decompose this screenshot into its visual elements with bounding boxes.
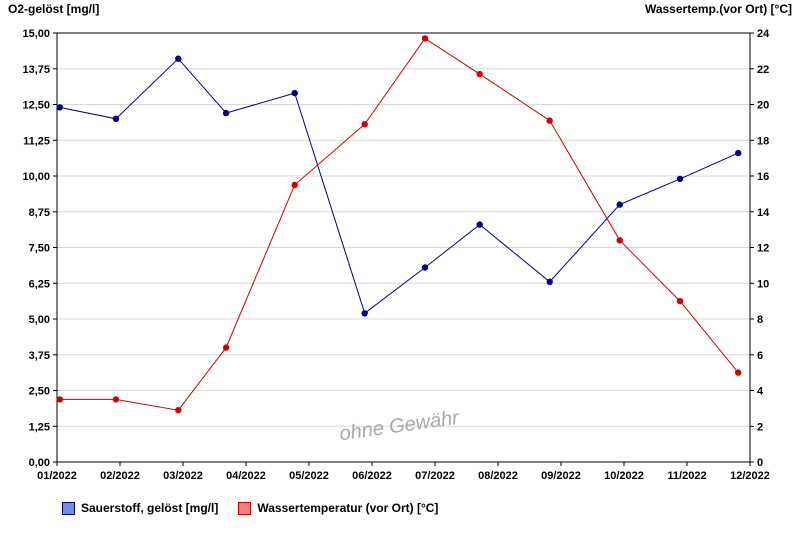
right-axis-tick-label: 22 (757, 64, 769, 76)
legend-label: Sauerstoff, gelöst [mg/l] (81, 501, 219, 515)
data-point (616, 201, 623, 208)
left-axis-tick-label: 12,50 (22, 100, 50, 112)
data-point (476, 70, 483, 78)
x-axis-tick-label: 01/2022 (37, 470, 77, 482)
left-axis-tick-label: 3,75 (29, 350, 50, 362)
data-point (222, 109, 230, 117)
data-point (476, 221, 483, 228)
left-axis-tick-label: 7,50 (29, 243, 50, 255)
data-point (546, 117, 553, 124)
right-axis-tick-label: 10 (757, 278, 769, 290)
x-axis-tick-label: 11/2022 (667, 470, 706, 482)
data-point (676, 297, 684, 305)
right-axis-title: Wassertemp.(vor Ort) [°C] (644, 2, 792, 16)
series-line (59, 37, 739, 411)
x-axis-tick-label: 10/2022 (604, 470, 644, 482)
left-axis-tick-label: 13,75 (22, 64, 50, 76)
data-point (56, 396, 63, 403)
data-point (222, 344, 230, 351)
data-point (175, 407, 182, 414)
right-axis-tick-label: 0 (757, 457, 763, 469)
legend-swatch (238, 501, 252, 515)
left-axis-tick-label: 15,00 (22, 28, 50, 40)
right-axis-tick-label: 4 (757, 386, 764, 398)
right-axis-tick-label: 16 (757, 171, 769, 183)
data-point (291, 89, 298, 97)
data-point (175, 55, 182, 62)
data-point (361, 310, 368, 317)
left-axis-tick-label: 5,00 (29, 314, 50, 326)
left-axis-tick-label: 2,50 (29, 386, 50, 398)
series-line (59, 57, 739, 315)
right-axis-tick-label: 6 (757, 350, 763, 362)
left-axis-tick-label: 8,75 (29, 207, 50, 219)
right-axis-tick-label: 12 (757, 243, 769, 255)
x-axis-tick-label: 04/2022 (226, 470, 266, 482)
x-axis-tick-label: 05/2022 (289, 470, 329, 482)
data-point (56, 104, 63, 111)
x-axis-tick-label: 12/2022 (730, 470, 770, 482)
data-point (421, 264, 429, 271)
legend-item: Sauerstoff, gelöst [mg/l] (62, 501, 218, 515)
right-axis-tick-label: 20 (757, 100, 769, 112)
data-point (616, 237, 623, 244)
x-axis-tick-label: 03/2022 (163, 470, 203, 482)
data-point (291, 181, 298, 189)
left-axis-tick-label: 11,25 (23, 135, 50, 147)
right-axis-tick-label: 24 (757, 28, 770, 40)
left-axis-title: O2-gelöst [mg/l] (8, 2, 100, 16)
right-axis-tick-label: 8 (757, 314, 763, 326)
chart: 0,00 1,25 2,50 3,75 5,00 6,25 7,50 8,75 10,00 11,… (22, 28, 770, 482)
data-point (546, 278, 553, 285)
x-axis-tick-label: 02/2022 (100, 470, 140, 482)
left-axis-tick-label: 1,25 (29, 421, 50, 433)
x-axis-tick-label: 07/2022 (415, 470, 455, 482)
data-point (361, 121, 368, 128)
legend-swatch (62, 501, 75, 515)
right-axis-tick-label: 2 (757, 421, 763, 433)
left-axis-tick-label: 0,00 (29, 457, 50, 469)
right-axis-tick-label: 14 (757, 207, 770, 219)
left-axis-tick-label: 6,25 (29, 278, 50, 290)
right-axis-tick-label: 18 (757, 135, 769, 147)
data-point (735, 149, 742, 157)
x-axis-tick-label: 06/2022 (352, 470, 392, 482)
data-point (421, 35, 429, 42)
data-point (112, 115, 120, 123)
x-axis-tick-label: 09/2022 (541, 470, 581, 482)
legend-label: Wassertemperatur (vor Ort) [°C] (257, 501, 439, 515)
left-axis-tick-label: 10,00 (22, 171, 50, 183)
data-point (676, 175, 684, 183)
data-point (112, 396, 120, 403)
watermark: ohne Gewähr (338, 407, 461, 446)
x-axis-tick-label: 08/2022 (478, 470, 518, 482)
legend: Sauerstoff, gelöst [mg/l] Wassertemperatu… (62, 501, 438, 515)
data-point (735, 369, 742, 376)
legend-item: Wassertemperatur (vor Ort) [°C] (238, 501, 438, 515)
